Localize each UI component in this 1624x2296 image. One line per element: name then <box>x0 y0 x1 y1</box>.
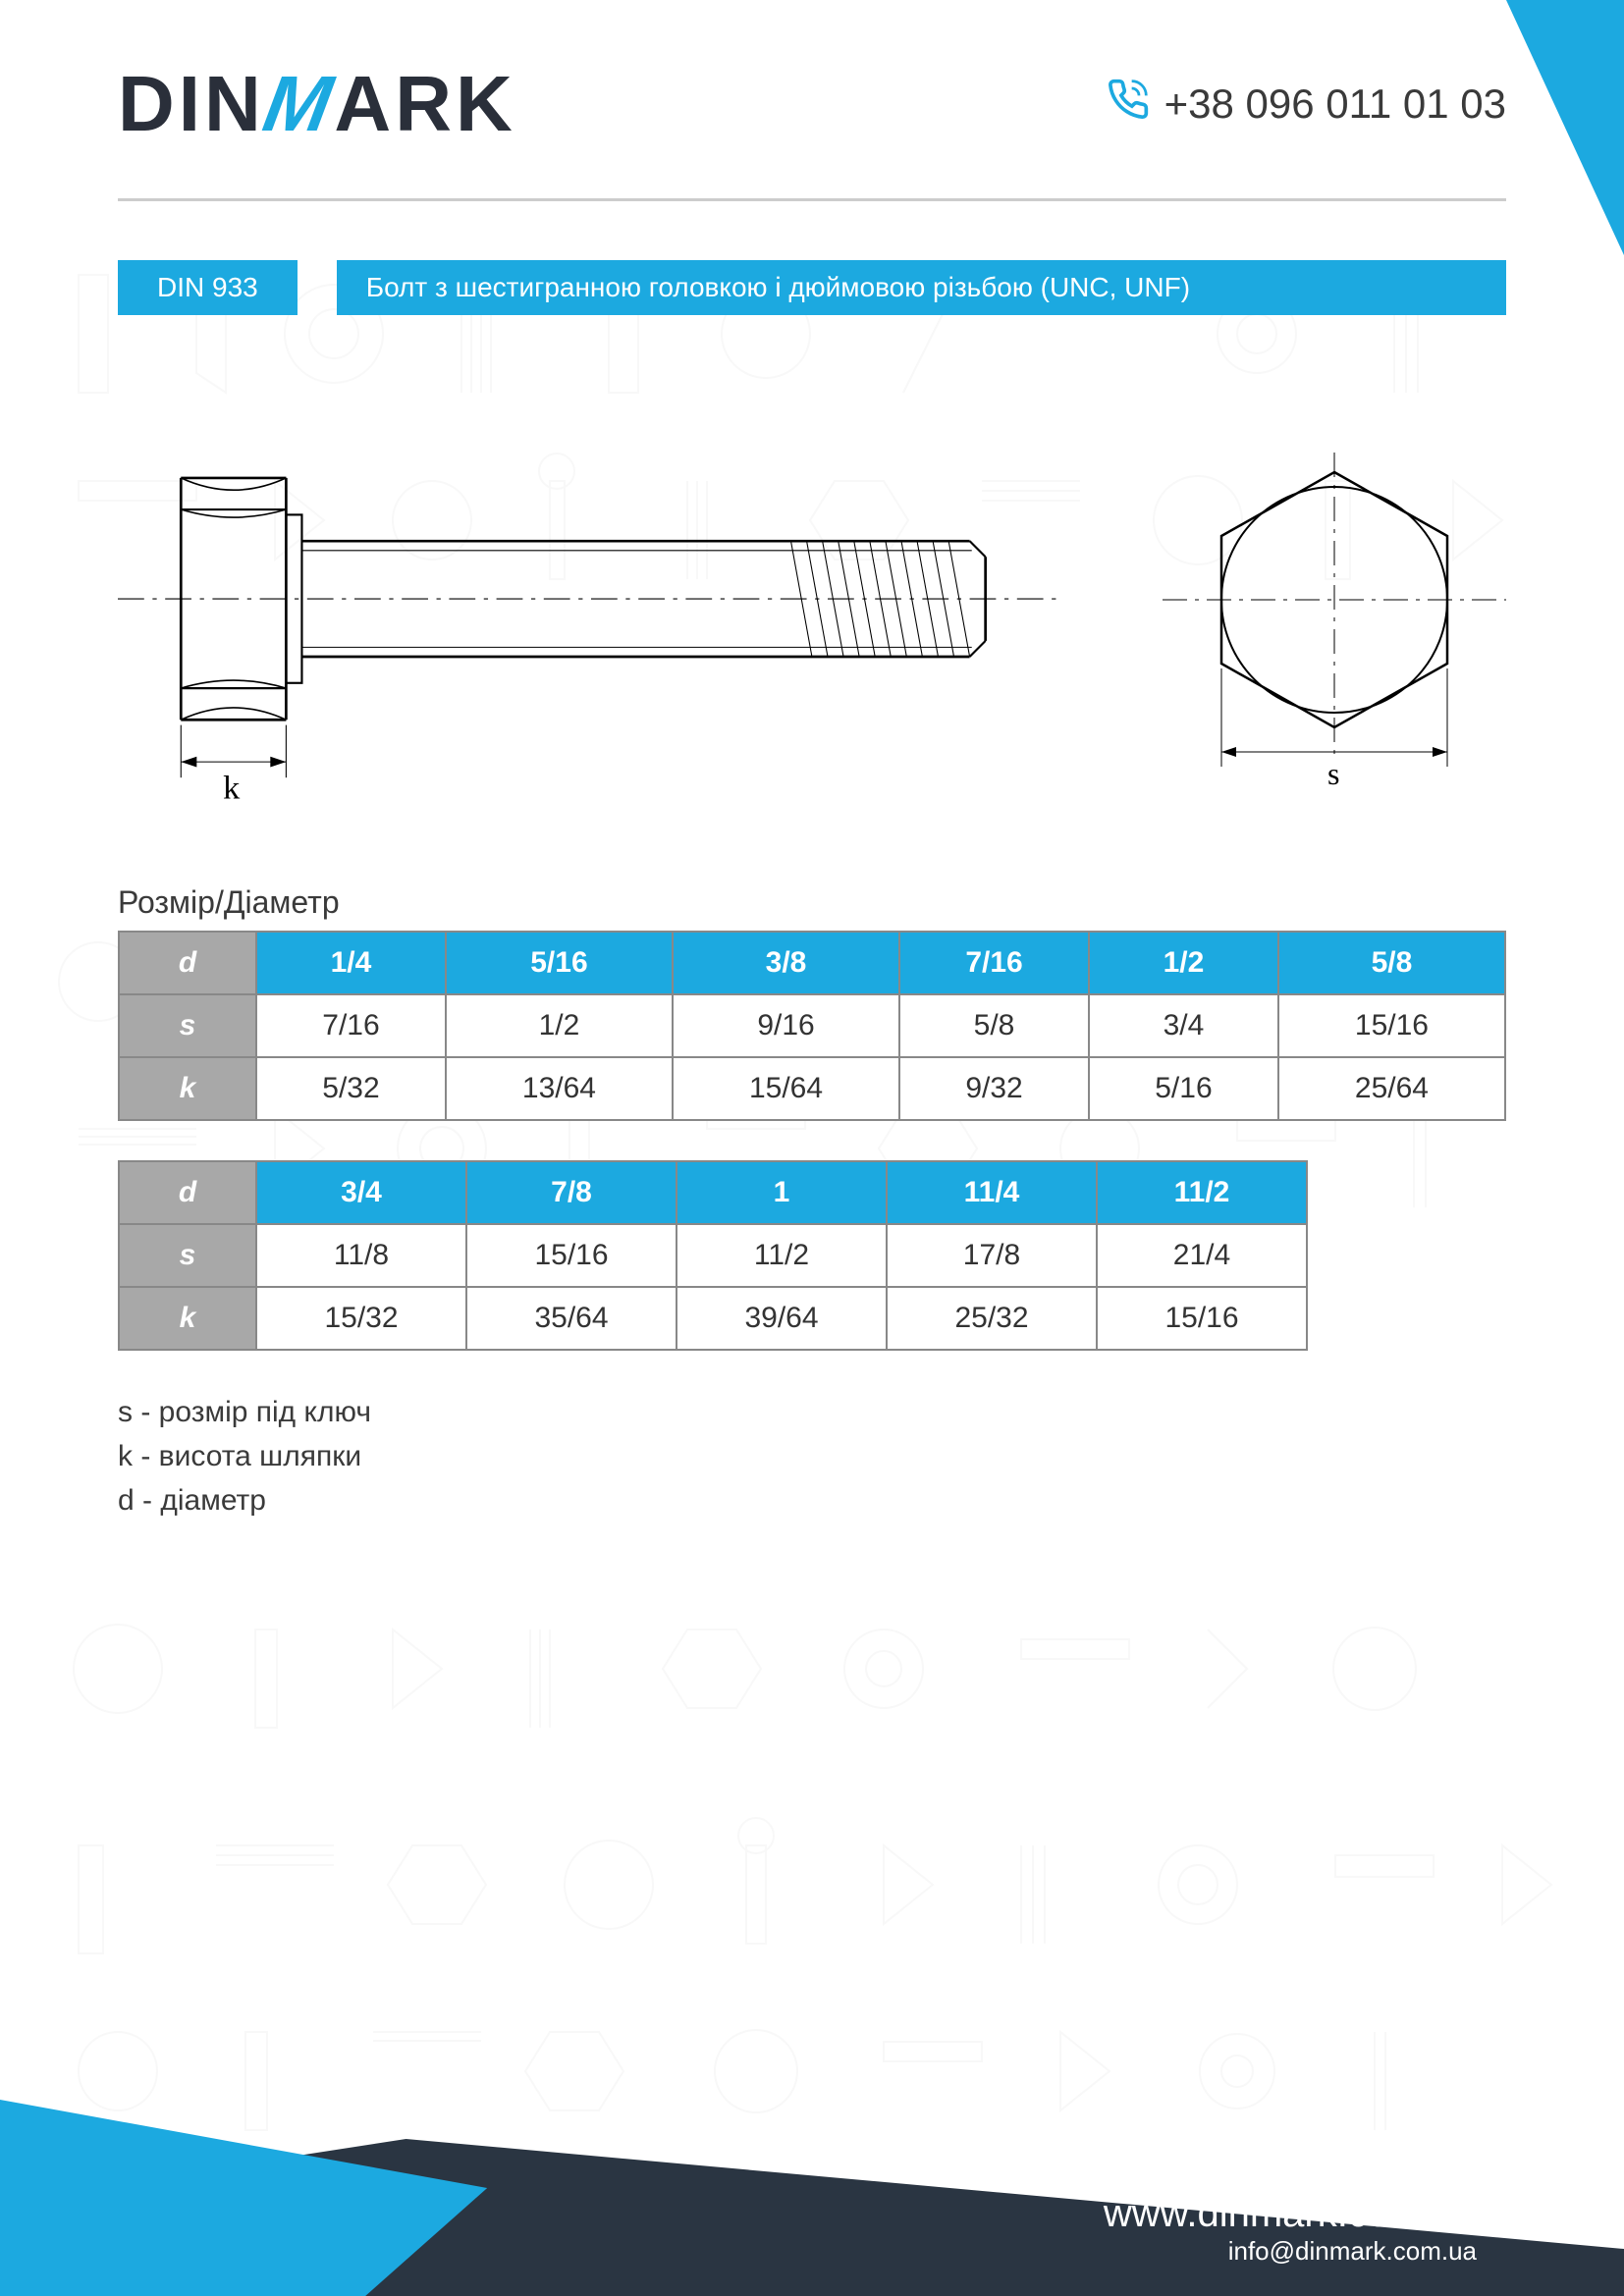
dimensions-table-1: d 1/4 5/16 3/8 7/16 1/2 5/8 s 7/16 1/2 9… <box>118 931 1506 1121</box>
table-cell: 13/64 <box>446 1057 673 1120</box>
table-cell: 1/4 <box>256 932 446 994</box>
s-dimension-label: s <box>1327 756 1339 791</box>
table-cell: 7/16 <box>899 932 1089 994</box>
table-cell: 17/8 <box>887 1224 1097 1287</box>
footer-email: info@dinmark.com.ua <box>1104 2236 1477 2267</box>
phone-number: +38 096 011 01 03 <box>1164 80 1506 128</box>
dimensions-table-2: d 3/4 7/8 1 11/4 11/2 s 11/8 15/16 11/2 … <box>118 1160 1308 1351</box>
logo-prefix: DIN <box>118 59 265 149</box>
table-cell: 15/64 <box>673 1057 899 1120</box>
watermark-background <box>0 0 1624 2296</box>
table-cell: 1/2 <box>446 994 673 1057</box>
table-row: k 5/32 13/64 15/64 9/32 5/16 25/64 <box>119 1057 1505 1120</box>
phone-icon <box>1107 78 1150 131</box>
table-cell: 11/2 <box>1097 1161 1307 1224</box>
footer-contact: www.dinmark.com.ua info@dinmark.com.ua <box>1104 2192 1477 2267</box>
table-cell: 11/2 <box>677 1224 887 1287</box>
table-cell: 3/4 <box>256 1161 466 1224</box>
k-dimension-label: k <box>223 769 241 806</box>
row-header-k: k <box>119 1057 256 1120</box>
din-code-label: DIN 933 <box>118 260 298 315</box>
table-cell: 25/32 <box>887 1287 1097 1350</box>
table-cell: 5/8 <box>1278 932 1505 994</box>
table-row: s 11/8 15/16 11/2 17/8 21/4 <box>119 1224 1307 1287</box>
page-container: DINMARK +38 096 011 01 03 DIN 933 Болт з… <box>0 0 1624 2296</box>
table-cell: 1 <box>677 1161 887 1224</box>
legend-d: d - діаметр <box>118 1478 1506 1522</box>
table-row: d 1/4 5/16 3/8 7/16 1/2 5/8 <box>119 932 1505 994</box>
table-cell: 15/16 <box>1278 994 1505 1057</box>
logo-suffix: ARK <box>334 59 515 149</box>
bolt-side-view-diagram: k <box>118 420 1064 820</box>
phone-contact: +38 096 011 01 03 <box>1107 78 1506 131</box>
logo: DINMARK <box>118 59 516 149</box>
table-cell: 3/8 <box>673 932 899 994</box>
technical-diagram-section: k s <box>118 433 1506 806</box>
size-table-title: Розмір/Діаметр <box>118 884 1506 921</box>
table-cell: 15/32 <box>256 1287 466 1350</box>
header: DINMARK +38 096 011 01 03 <box>0 0 1624 179</box>
row-header-k: k <box>119 1287 256 1350</box>
table-cell: 5/8 <box>899 994 1089 1057</box>
footer: www.dinmark.com.ua info@dinmark.com.ua <box>0 2100 1624 2296</box>
table-row: d 3/4 7/8 1 11/4 11/2 <box>119 1161 1307 1224</box>
table-cell: 5/16 <box>1089 1057 1278 1120</box>
table-cell: 9/32 <box>899 1057 1089 1120</box>
table-cell: 11/4 <box>887 1161 1097 1224</box>
footer-website: www.dinmark.com.ua <box>1104 2192 1477 2236</box>
dimension-legend: s - розмір під ключ k - висота шляпки d … <box>118 1390 1506 1522</box>
row-header-s: s <box>119 1224 256 1287</box>
logo-m-letter: M <box>257 59 343 149</box>
table-cell: 5/32 <box>256 1057 446 1120</box>
row-header-d: d <box>119 932 256 994</box>
row-header-d: d <box>119 1161 256 1224</box>
table-row: s 7/16 1/2 9/16 5/8 3/4 15/16 <box>119 994 1505 1057</box>
table-cell: 1/2 <box>1089 932 1278 994</box>
bolt-hex-head-diagram: s <box>1163 433 1506 806</box>
header-divider <box>118 198 1506 201</box>
product-description: Болт з шестигранною головкою і дюймовою … <box>337 260 1506 315</box>
table-cell: 15/16 <box>466 1224 677 1287</box>
legend-s: s - розмір під ключ <box>118 1390 1506 1434</box>
table-cell: 5/16 <box>446 932 673 994</box>
table-cell: 35/64 <box>466 1287 677 1350</box>
title-row: DIN 933 Болт з шестигранною головкою і д… <box>118 260 1506 315</box>
row-header-s: s <box>119 994 256 1057</box>
table-cell: 15/16 <box>1097 1287 1307 1350</box>
table-row: k 15/32 35/64 39/64 25/32 15/16 <box>119 1287 1307 1350</box>
table-cell: 7/16 <box>256 994 446 1057</box>
table-cell: 7/8 <box>466 1161 677 1224</box>
table-cell: 39/64 <box>677 1287 887 1350</box>
table-cell: 21/4 <box>1097 1224 1307 1287</box>
table-cell: 25/64 <box>1278 1057 1505 1120</box>
table-cell: 11/8 <box>256 1224 466 1287</box>
table-cell: 3/4 <box>1089 994 1278 1057</box>
table-cell: 9/16 <box>673 994 899 1057</box>
legend-k: k - висота шляпки <box>118 1434 1506 1478</box>
